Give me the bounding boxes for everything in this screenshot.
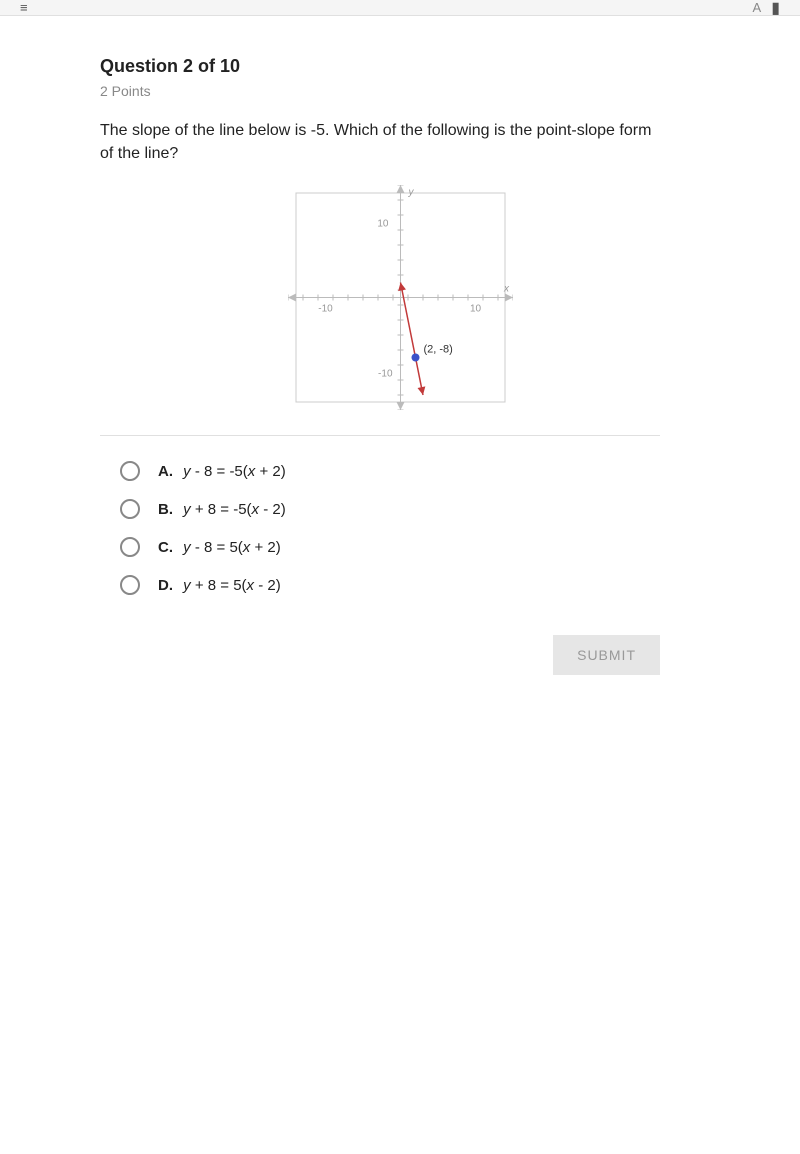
graph-container: -10 10 10 -10 x y (2, -8) — [100, 185, 700, 415]
option-a[interactable]: A. y - 8 = -5(x + 2) — [120, 461, 700, 481]
svg-text:10: 10 — [377, 219, 389, 230]
question-text: The slope of the line below is -5. Which… — [100, 119, 660, 165]
option-c[interactable]: C. y - 8 = 5(x + 2) — [120, 537, 700, 557]
option-d-letter: D. — [158, 577, 173, 594]
option-a-letter: A. — [158, 463, 173, 480]
question-points: 2 Points — [100, 83, 700, 99]
option-c-letter: C. — [158, 539, 173, 556]
question-content: Question 2 of 10 2 Points The slope of t… — [0, 16, 800, 715]
user-icon[interactable]: ▮ — [771, 0, 780, 18]
option-c-label: C. y - 8 = 5(x + 2) — [158, 539, 281, 556]
radio-c[interactable] — [120, 537, 140, 557]
radio-a[interactable] — [120, 461, 140, 481]
coordinate-graph: -10 10 10 -10 x y (2, -8) — [288, 185, 513, 415]
option-d-label: D. y + 8 = 5(x - 2) — [158, 577, 281, 594]
option-b[interactable]: B. y + 8 = -5(x - 2) — [120, 499, 700, 519]
option-b-letter: B. — [158, 501, 173, 518]
radio-d[interactable] — [120, 575, 140, 595]
submit-button[interactable]: SUBMIT — [553, 635, 660, 675]
hamburger-icon[interactable]: ≡ — [20, 0, 28, 15]
question-header: Question 2 of 10 — [100, 56, 700, 77]
topbar-left: ≡ — [20, 0, 28, 15]
svg-text:10: 10 — [469, 304, 481, 315]
divider — [100, 435, 660, 436]
letter-icon[interactable]: A — [753, 0, 762, 15]
svg-text:x: x — [503, 284, 510, 295]
topbar: ≡ A ▮ — [0, 0, 800, 16]
topbar-right: A ▮ — [753, 0, 780, 18]
option-b-label: B. y + 8 = -5(x - 2) — [158, 501, 286, 518]
submit-row: SUBMIT — [100, 635, 660, 675]
svg-text:y: y — [407, 187, 414, 198]
option-a-label: A. y - 8 = -5(x + 2) — [158, 463, 286, 480]
svg-text:-10: -10 — [318, 304, 333, 315]
answer-options: A. y - 8 = -5(x + 2) B. y + 8 = -5(x - 2… — [120, 461, 700, 595]
svg-text:(2, -8): (2, -8) — [423, 344, 452, 356]
radio-b[interactable] — [120, 499, 140, 519]
option-d[interactable]: D. y + 8 = 5(x - 2) — [120, 575, 700, 595]
svg-text:-10: -10 — [378, 369, 393, 380]
